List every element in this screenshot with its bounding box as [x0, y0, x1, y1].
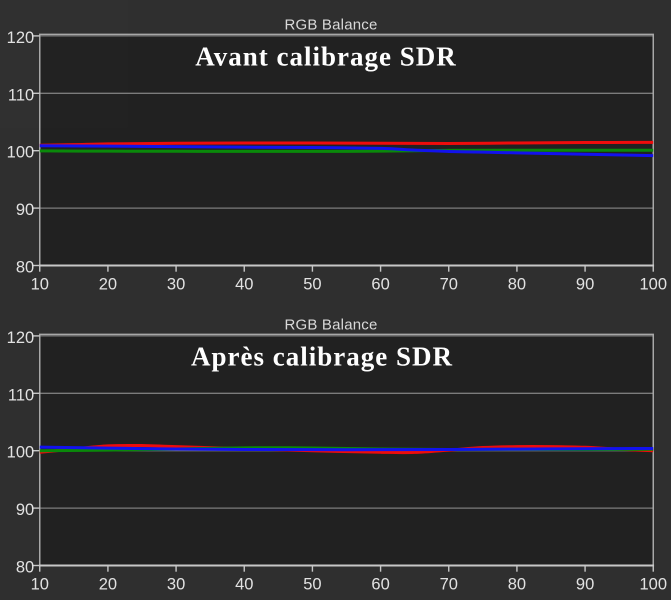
svg-text:RGB Balance: RGB Balance — [284, 16, 377, 33]
svg-text:30: 30 — [167, 276, 185, 294]
svg-text:RGB Balance: RGB Balance — [284, 316, 377, 333]
svg-text:100: 100 — [7, 144, 35, 162]
svg-text:80: 80 — [508, 576, 526, 594]
svg-text:90: 90 — [16, 201, 34, 219]
svg-text:80: 80 — [16, 259, 34, 277]
svg-text:90: 90 — [576, 576, 594, 594]
svg-text:110: 110 — [8, 386, 34, 404]
svg-text:10: 10 — [31, 276, 49, 294]
svg-text:20: 20 — [99, 276, 117, 294]
svg-text:100: 100 — [639, 576, 667, 594]
svg-text:40: 40 — [235, 276, 253, 294]
svg-text:120: 120 — [7, 329, 35, 347]
svg-text:100: 100 — [639, 276, 667, 294]
svg-text:70: 70 — [440, 576, 458, 594]
svg-text:Avant calibrage SDR: Avant calibrage SDR — [195, 41, 457, 71]
svg-text:100: 100 — [7, 444, 35, 462]
svg-text:80: 80 — [508, 276, 526, 294]
svg-text:50: 50 — [303, 276, 321, 294]
svg-text:40: 40 — [235, 576, 253, 594]
svg-text:30: 30 — [167, 576, 185, 594]
svg-text:110: 110 — [8, 86, 34, 104]
svg-text:90: 90 — [576, 276, 594, 294]
svg-text:60: 60 — [371, 276, 389, 294]
svg-text:120: 120 — [7, 29, 35, 47]
svg-text:10: 10 — [31, 576, 49, 594]
svg-text:50: 50 — [303, 576, 321, 594]
svg-text:60: 60 — [371, 576, 389, 594]
svg-text:80: 80 — [16, 559, 34, 577]
svg-text:Après calibrage SDR: Après calibrage SDR — [191, 341, 453, 371]
svg-text:90: 90 — [16, 501, 34, 519]
svg-text:20: 20 — [99, 576, 117, 594]
svg-text:70: 70 — [440, 276, 458, 294]
